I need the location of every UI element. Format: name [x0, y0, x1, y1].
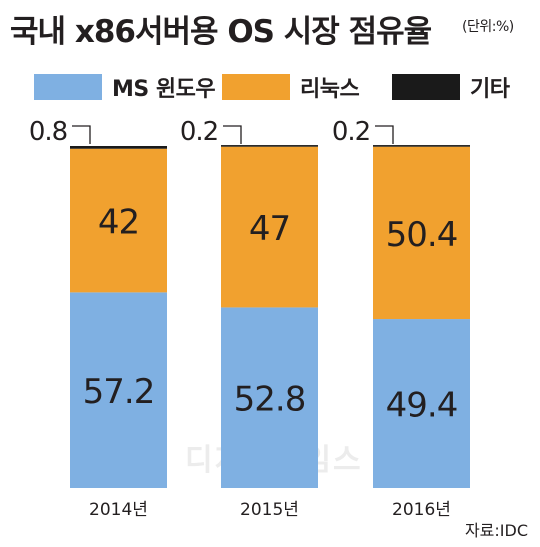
source-label: 자료:IDC: [464, 521, 528, 540]
leader-line-2015년: [223, 125, 242, 144]
x-tick-label-2015년: 2015년: [240, 500, 299, 520]
bar-windows-2014년: [70, 292, 167, 488]
bar-other-2014년: [70, 146, 167, 149]
data-label-other-2016년: 0.2: [332, 117, 370, 147]
bar-other-2016년: [373, 145, 470, 147]
legend-item-other: 기타: [392, 72, 510, 102]
legend-swatch-linux: [222, 74, 290, 100]
legend-swatch-windows: [34, 74, 102, 100]
legend-swatch-other: [392, 74, 460, 100]
data-label-linux-2014년: 42: [98, 203, 139, 243]
unit-label: (단위:%): [462, 19, 514, 35]
legend-label-windows: MS 윈도우: [112, 77, 216, 102]
leader-line-2016년: [375, 125, 394, 144]
legend-item-windows: MS 윈도우: [34, 72, 216, 102]
data-label-windows-2016년: 49.4: [386, 386, 458, 426]
data-label-windows-2015년: 52.8: [234, 380, 306, 420]
bar-windows-2016년: [373, 319, 470, 488]
bar-linux-2014년: [70, 148, 167, 293]
legend-item-linux: 리눅스: [222, 72, 360, 102]
data-label-other-2015년: 0.2: [180, 117, 218, 147]
legend-label-other: 기타: [470, 77, 510, 102]
x-tick-label-2016년: 2016년: [392, 500, 451, 520]
x-tick-label-2014년: 2014년: [89, 500, 148, 520]
bar-windows-2015년: [221, 307, 318, 488]
bar-linux-2015년: [221, 146, 318, 308]
data-label-linux-2015년: 47: [249, 209, 290, 249]
bar-other-2015년: [221, 145, 318, 147]
data-label-windows-2014년: 57.2: [83, 372, 155, 412]
data-label-other-2014년: 0.8: [29, 117, 67, 147]
leader-line-2014년: [72, 125, 91, 144]
chart-title: 국내 x86서버용 OS 시장 점유율: [10, 14, 432, 50]
bar-linux-2016년: [373, 146, 470, 320]
legend-label-linux: 리눅스: [300, 77, 360, 102]
data-label-linux-2016년: 50.4: [386, 215, 458, 255]
